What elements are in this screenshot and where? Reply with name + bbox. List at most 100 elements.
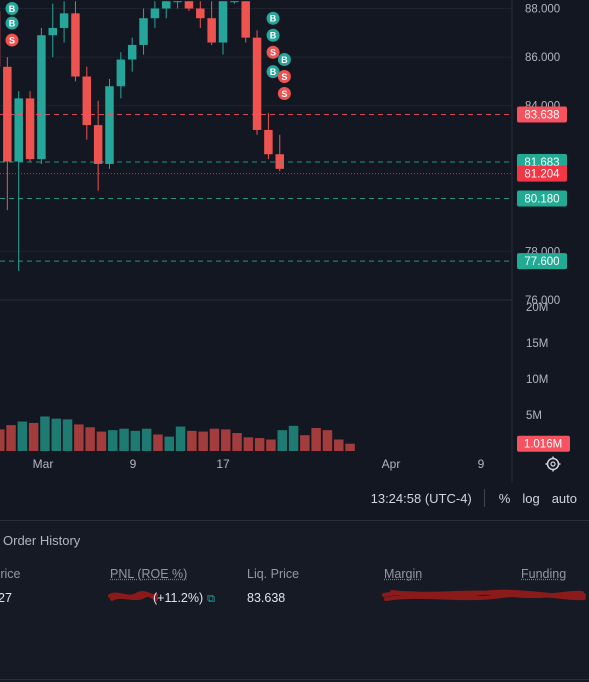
candle-body[interactable] [173, 1, 182, 2]
candle-body[interactable] [60, 13, 69, 28]
sell-marker[interactable]: S [267, 46, 280, 59]
time-tick-label: 17 [216, 457, 230, 471]
volume-tick-label: 5M [526, 410, 542, 422]
time-tick-label: Apr [382, 457, 401, 471]
volume-bar [119, 429, 129, 451]
volume-bar [74, 424, 84, 451]
volume-bar [85, 427, 95, 451]
price-label-text: 77.600 [524, 256, 559, 268]
candle-body[interactable] [139, 18, 148, 45]
candle-body[interactable] [14, 98, 23, 161]
percent-toggle[interactable]: % [499, 491, 511, 506]
liq-price-cell: 83.638 [247, 591, 285, 605]
candle-body[interactable] [162, 1, 171, 8]
candle-body[interactable] [196, 9, 205, 19]
svg-text:B: B [281, 55, 288, 65]
buy-marker[interactable]: B [267, 29, 280, 42]
svg-text:S: S [281, 89, 287, 99]
volume-bar [6, 425, 16, 451]
volume-label-text: 1.016M [524, 439, 562, 451]
volume-bar [63, 419, 73, 451]
volume-bar [131, 431, 141, 451]
settings-icon[interactable] [546, 457, 561, 472]
volume-bar [97, 432, 107, 451]
candle-body[interactable] [151, 9, 160, 19]
volume-bar [244, 437, 254, 451]
volume-bar [142, 429, 152, 451]
sell-marker[interactable]: S [278, 70, 291, 83]
buy-marker[interactable]: B [267, 65, 280, 78]
col-margin-header[interactable]: Margin [384, 567, 422, 581]
candle-body[interactable] [26, 98, 35, 159]
candle-body[interactable] [128, 45, 137, 60]
candle-body[interactable] [207, 18, 216, 42]
volume-bar [108, 430, 118, 451]
candle-body[interactable] [83, 77, 92, 126]
volume-bar [18, 422, 28, 451]
volume-bar [334, 439, 344, 451]
redaction-scribble [382, 585, 587, 607]
svg-text:S: S [9, 36, 15, 46]
volume-bar [153, 434, 163, 451]
svg-text:B: B [270, 14, 277, 24]
time-readout[interactable]: 13:24:58 (UTC-4) [371, 491, 472, 506]
auto-toggle[interactable]: auto [552, 491, 577, 506]
volume-tick-label: 15M [526, 338, 548, 350]
price-label-text: 80.180 [524, 193, 559, 205]
price-tick-label: 86.000 [525, 52, 560, 64]
col-pnl-header[interactable]: PNL (ROE %) [110, 567, 187, 581]
pnl-cell: (+11.2%) ⧉ [153, 591, 215, 606]
sell-marker[interactable]: S [278, 87, 291, 100]
volume-bar [345, 444, 355, 451]
candle-body[interactable] [241, 1, 250, 37]
candle-body[interactable] [230, 1, 239, 2]
candle-body[interactable] [185, 1, 194, 8]
volume-bar [40, 416, 50, 451]
candle-body[interactable] [219, 1, 228, 42]
svg-text:S: S [270, 48, 276, 58]
volume-tick-label: 20M [526, 302, 548, 314]
candles [0, 1, 284, 271]
volume-bar [176, 427, 186, 451]
buy-marker[interactable]: B [267, 12, 280, 25]
volume-bar [187, 431, 197, 451]
volume-bar [266, 439, 276, 451]
orders-panel: Order History Price PNL (ROE %) Liq. Pri… [0, 520, 589, 682]
price-chart[interactable]: BBSBBSBBSS 88.00086.00084.00078.00076.00… [0, 0, 589, 483]
volume-bar [221, 429, 231, 451]
tab-order-history[interactable]: Order History [3, 533, 80, 548]
col-funding-header[interactable]: Funding [521, 567, 566, 581]
sell-marker[interactable]: S [6, 34, 19, 47]
buy-marker[interactable]: B [6, 2, 19, 15]
external-link-icon[interactable]: ⧉ [207, 593, 215, 606]
log-toggle[interactable]: log [522, 491, 539, 506]
buy-marker[interactable]: B [6, 17, 19, 30]
time-tick-label: 9 [130, 457, 137, 471]
time-tick-label: 9 [478, 457, 485, 471]
volume-bar [52, 419, 62, 451]
candle-body[interactable] [105, 86, 114, 164]
candle-body[interactable] [71, 13, 80, 76]
volume-bar [29, 423, 39, 451]
price-labels: 83.63881.68381.20480.18077.6001.016M [517, 106, 570, 451]
volume-axis: 20M15M10M5M [526, 302, 548, 422]
time-tick-label: Mar [33, 457, 54, 471]
volume-bar [300, 435, 310, 451]
candle-body[interactable] [94, 125, 103, 164]
buy-marker[interactable]: B [278, 53, 291, 66]
candle-body[interactable] [264, 130, 273, 154]
candle-body[interactable] [117, 60, 126, 87]
volume-bar [210, 429, 220, 451]
volume-bar [0, 429, 5, 451]
col-liq-price-header: Liq. Price [247, 567, 299, 581]
svg-text:B: B [270, 31, 277, 41]
volume-bar [255, 438, 265, 451]
volume-bar [232, 433, 242, 451]
candle-body[interactable] [253, 38, 261, 130]
volume-bar [198, 432, 208, 451]
col-price-header: Price [0, 567, 20, 581]
candle-body[interactable] [49, 28, 58, 35]
candle-body[interactable] [37, 35, 46, 159]
pnl-roe-value: (+11.2%) [153, 591, 203, 605]
panel-divider [0, 679, 589, 680]
